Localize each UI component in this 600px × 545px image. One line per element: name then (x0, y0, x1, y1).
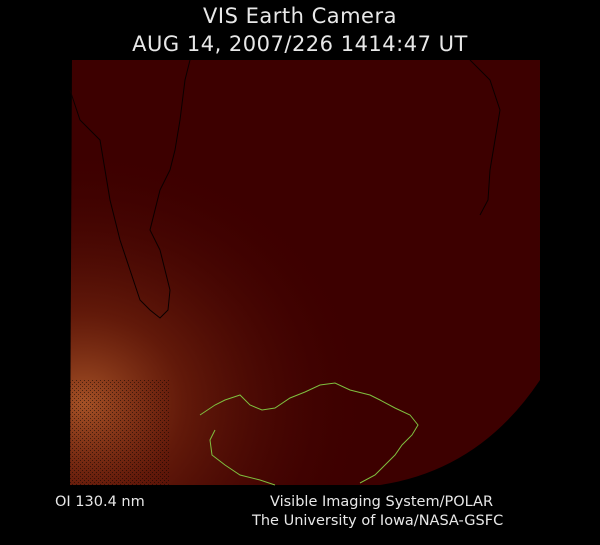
credit-line-2: The University of Iowa/NASA-GSFC (252, 513, 504, 529)
credit-line-1: Visible Imaging System/POLAR (270, 494, 494, 510)
africa-coastline (469, 59, 501, 216)
wavelength-label: OI 130.4 nm (55, 494, 145, 510)
south-america-coastline (69, 59, 191, 319)
antarctica-coastline (199, 382, 419, 486)
page-title: VIS Earth Camera (203, 4, 397, 28)
timestamp: AUG 14, 2007/226 1414:47 UT (132, 32, 468, 56)
